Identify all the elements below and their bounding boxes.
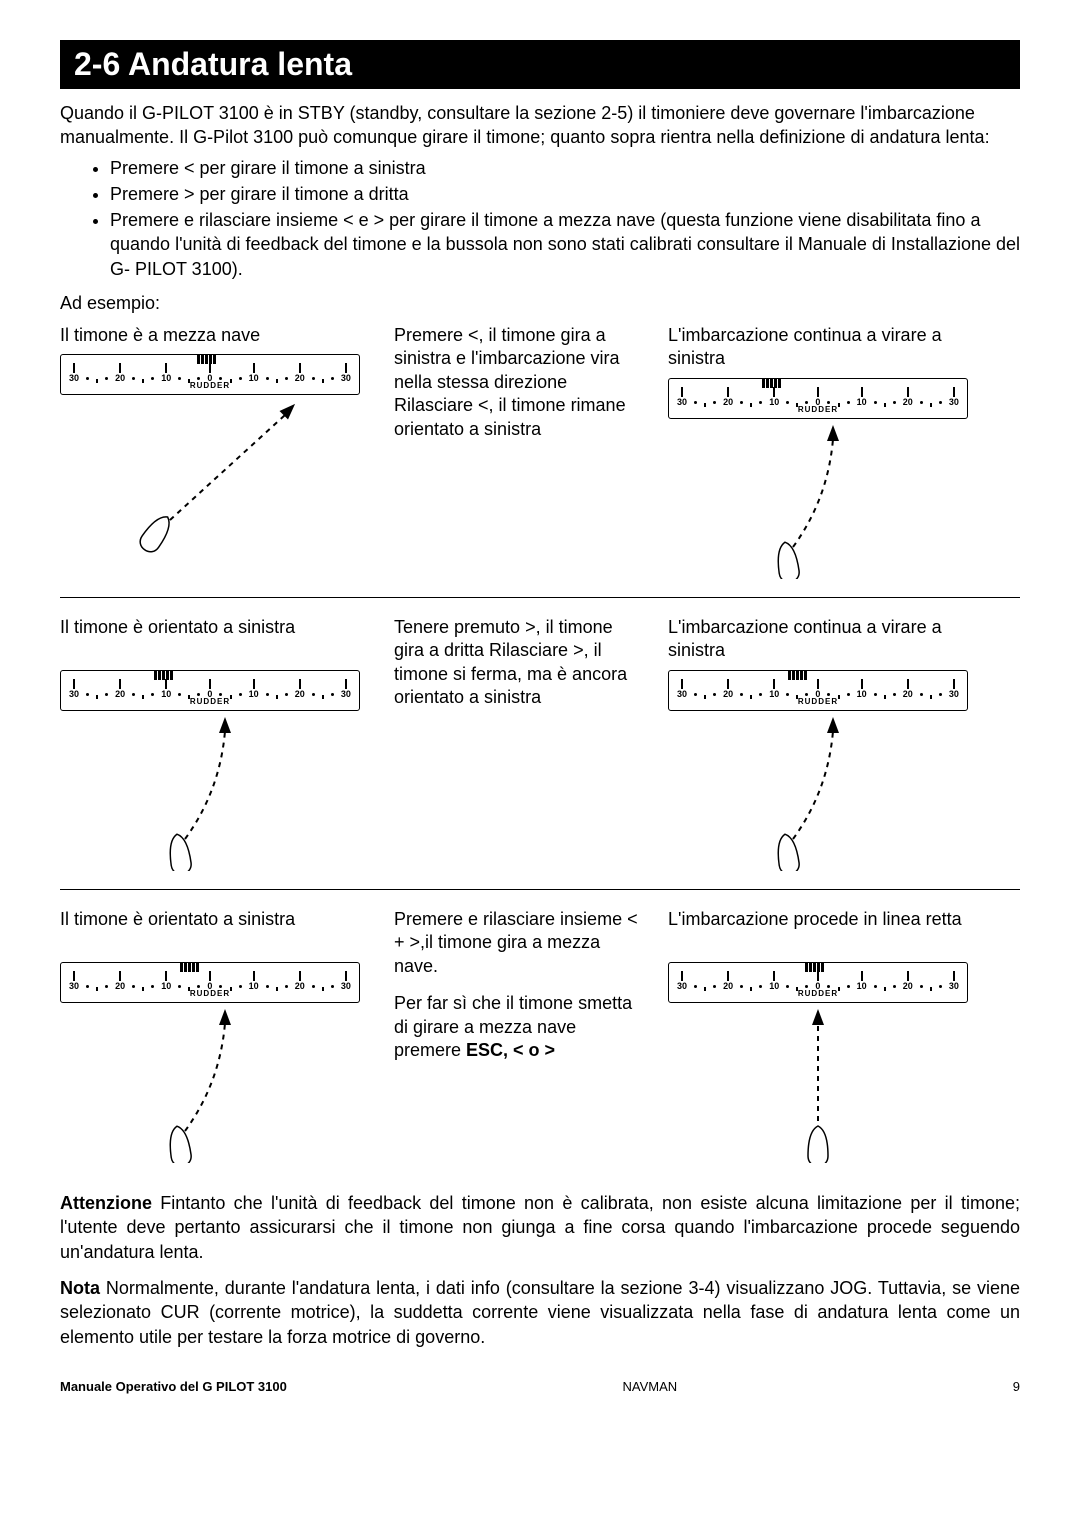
example-label: Ad esempio: [60, 293, 1020, 314]
col-right: L'imbarcazione continua a virare a sinis… [668, 324, 978, 579]
boat-path-diagram [668, 419, 968, 579]
col-left: Il timone è orientato a sinistra 3020100… [60, 908, 370, 1163]
row-separator [60, 597, 1020, 598]
nota-text: Normalmente, durante l'andatura lenta, i… [60, 1278, 1020, 1347]
attention-paragraph: Attenzione Fintanto che l'unità di feedb… [60, 1191, 1020, 1264]
footer-center: NAVMAN [622, 1379, 677, 1394]
example-row: Il timone è orientato a sinistra 3020100… [60, 616, 1020, 889]
section-title: 2-6 Andatura lenta [60, 40, 1020, 89]
example-row: Il timone è orientato a sinistra 3020100… [60, 908, 1020, 1181]
bullet-item: Premere < per girare il timone a sinistr… [110, 156, 1020, 180]
col-mid: Tenere premuto >, il timone gira a dritt… [394, 616, 644, 716]
boat-path-diagram [668, 1003, 968, 1163]
right-label: L'imbarcazione continua a virare a sinis… [668, 324, 978, 372]
col-right: L'imbarcazione continua a virare a sinis… [668, 616, 978, 871]
rudder-gauge: 3020100102030RUDDER [60, 354, 360, 395]
footer-right: 9 [1013, 1379, 1020, 1394]
rudder-gauge: 3020100102030RUDDER [668, 962, 968, 1003]
bullet-list: Premere < per girare il timone a sinistr… [110, 156, 1020, 281]
left-label: Il timone è orientato a sinistra [60, 908, 370, 956]
intro-paragraph: Quando il G-PILOT 3100 è in STBY (standb… [60, 101, 1020, 150]
col-left: Il timone è orientato a sinistra 3020100… [60, 616, 370, 871]
boat-path-diagram [60, 395, 360, 555]
mid-text: Premere <, il timone gira a sinistra e l… [394, 324, 644, 441]
col-mid: Premere e rilasciare insieme < + >,il ti… [394, 908, 644, 1068]
col-mid: Premere <, il timone gira a sinistra e l… [394, 324, 644, 447]
col-right: L'imbarcazione procede in linea retta 30… [668, 908, 978, 1163]
right-label: L'imbarcazione continua a virare a sinis… [668, 616, 978, 664]
left-label: Il timone è a mezza nave [60, 324, 370, 348]
rudder-gauge: 3020100102030RUDDER [668, 378, 968, 419]
footer-left: Manuale Operativo del G PILOT 3100 [60, 1379, 287, 1394]
col-left: Il timone è a mezza nave 3020100102030RU… [60, 324, 370, 555]
page-footer: Manuale Operativo del G PILOT 3100 NAVMA… [60, 1379, 1020, 1394]
boat-path-diagram [668, 711, 968, 871]
left-label: Il timone è orientato a sinistra [60, 616, 370, 664]
row-separator [60, 889, 1020, 890]
bullet-item: Premere e rilasciare insieme < e > per g… [110, 208, 1020, 281]
bullet-item: Premere > per girare il timone a dritta [110, 182, 1020, 206]
mid-text-2: Per far sì che il timone smetta di girar… [394, 992, 644, 1062]
mid-text: Tenere premuto >, il timone gira a dritt… [394, 616, 644, 710]
rudder-gauge: 3020100102030RUDDER [668, 670, 968, 711]
rudder-gauge: 3020100102030RUDDER [60, 670, 360, 711]
attention-bold: Attenzione [60, 1193, 152, 1213]
rudder-gauge: 3020100102030RUDDER [60, 962, 360, 1003]
attention-text: Fintanto che l'unità di feedback del tim… [60, 1193, 1020, 1262]
nota-paragraph: Nota Normalmente, durante l'andatura len… [60, 1276, 1020, 1349]
right-label: L'imbarcazione procede in linea retta [668, 908, 978, 956]
boat-path-diagram [60, 711, 360, 871]
boat-path-diagram [60, 1003, 360, 1163]
nota-bold: Nota [60, 1278, 100, 1298]
example-row: Il timone è a mezza nave 3020100102030RU… [60, 324, 1020, 597]
mid-text: Premere e rilasciare insieme < + >,il ti… [394, 908, 644, 978]
